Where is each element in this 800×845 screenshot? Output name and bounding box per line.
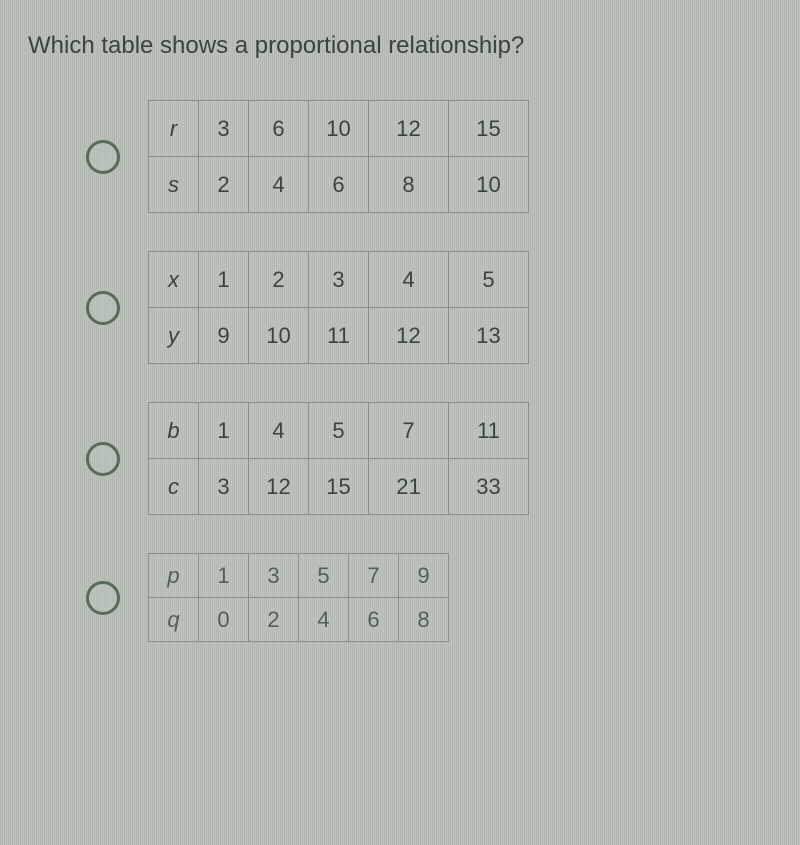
cell: 0 <box>199 598 249 642</box>
cell: 5 <box>449 252 529 308</box>
cell: 3 <box>309 252 369 308</box>
cell: 8 <box>399 598 449 642</box>
row-header: r <box>149 101 199 157</box>
cell: 6 <box>309 157 369 213</box>
cell: 3 <box>199 459 249 515</box>
cell: 10 <box>449 157 529 213</box>
cell: 3 <box>199 101 249 157</box>
answer-option-4[interactable]: p 1 3 5 7 9 q 0 2 4 6 8 <box>86 553 772 642</box>
answer-option-2[interactable]: x 1 2 3 4 5 y 9 10 11 12 13 <box>86 251 772 364</box>
radio-icon[interactable] <box>86 442 120 476</box>
cell: 11 <box>449 403 529 459</box>
cell: 6 <box>349 598 399 642</box>
cell: 9 <box>399 554 449 598</box>
cell: 12 <box>249 459 309 515</box>
cell: 9 <box>199 308 249 364</box>
cell: 15 <box>449 101 529 157</box>
cell: 7 <box>369 403 449 459</box>
cell: 15 <box>309 459 369 515</box>
radio-icon[interactable] <box>86 291 120 325</box>
question-text: Which table shows a proportional relatio… <box>28 32 772 60</box>
cell: 1 <box>199 403 249 459</box>
cell: 4 <box>299 598 349 642</box>
cell: 21 <box>369 459 449 515</box>
cell: 12 <box>369 101 449 157</box>
cell: 11 <box>309 308 369 364</box>
row-header: c <box>149 459 199 515</box>
row-header: y <box>149 308 199 364</box>
answer-option-3[interactable]: b 1 4 5 7 11 c 3 12 15 21 33 <box>86 402 772 515</box>
cell: 2 <box>249 252 309 308</box>
cell: 3 <box>249 554 299 598</box>
row-header: p <box>149 554 199 598</box>
cell: 1 <box>199 554 249 598</box>
cell: 10 <box>249 308 309 364</box>
cell: 8 <box>369 157 449 213</box>
data-table-3: b 1 4 5 7 11 c 3 12 15 21 33 <box>148 402 529 515</box>
cell: 2 <box>249 598 299 642</box>
radio-icon[interactable] <box>86 140 120 174</box>
cell: 2 <box>199 157 249 213</box>
row-header: b <box>149 403 199 459</box>
row-header: x <box>149 252 199 308</box>
data-table-4: p 1 3 5 7 9 q 0 2 4 6 8 <box>148 553 449 642</box>
cell: 13 <box>449 308 529 364</box>
cell: 5 <box>309 403 369 459</box>
row-header: q <box>149 598 199 642</box>
cell: 4 <box>369 252 449 308</box>
cell: 10 <box>309 101 369 157</box>
radio-icon[interactable] <box>86 581 120 615</box>
cell: 1 <box>199 252 249 308</box>
data-table-2: x 1 2 3 4 5 y 9 10 11 12 13 <box>148 251 529 364</box>
cell: 4 <box>249 403 309 459</box>
data-table-1: r 3 6 10 12 15 s 2 4 6 8 10 <box>148 100 529 213</box>
cell: 5 <box>299 554 349 598</box>
row-header: s <box>149 157 199 213</box>
answer-option-1[interactable]: r 3 6 10 12 15 s 2 4 6 8 10 <box>86 100 772 213</box>
cell: 33 <box>449 459 529 515</box>
cell: 4 <box>249 157 309 213</box>
cell: 12 <box>369 308 449 364</box>
cell: 6 <box>249 101 309 157</box>
cell: 7 <box>349 554 399 598</box>
